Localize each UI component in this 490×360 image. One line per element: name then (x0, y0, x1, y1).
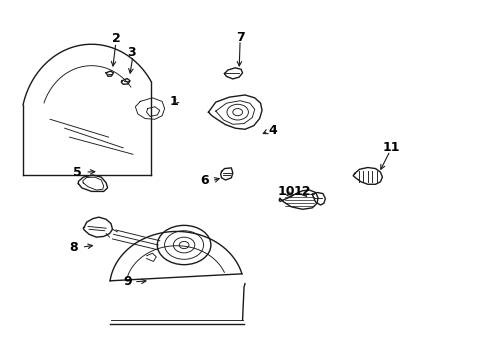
Text: 2: 2 (112, 32, 120, 45)
Text: 1: 1 (170, 95, 179, 108)
Text: 4: 4 (269, 124, 278, 137)
Text: 7: 7 (236, 31, 245, 44)
Text: 12: 12 (294, 185, 311, 198)
Text: 5: 5 (73, 166, 81, 179)
Text: 6: 6 (201, 174, 209, 187)
Text: 9: 9 (124, 275, 132, 288)
Text: 10: 10 (277, 185, 294, 198)
Text: 3: 3 (128, 46, 136, 59)
Text: 8: 8 (69, 240, 78, 254)
Text: 11: 11 (382, 141, 400, 154)
